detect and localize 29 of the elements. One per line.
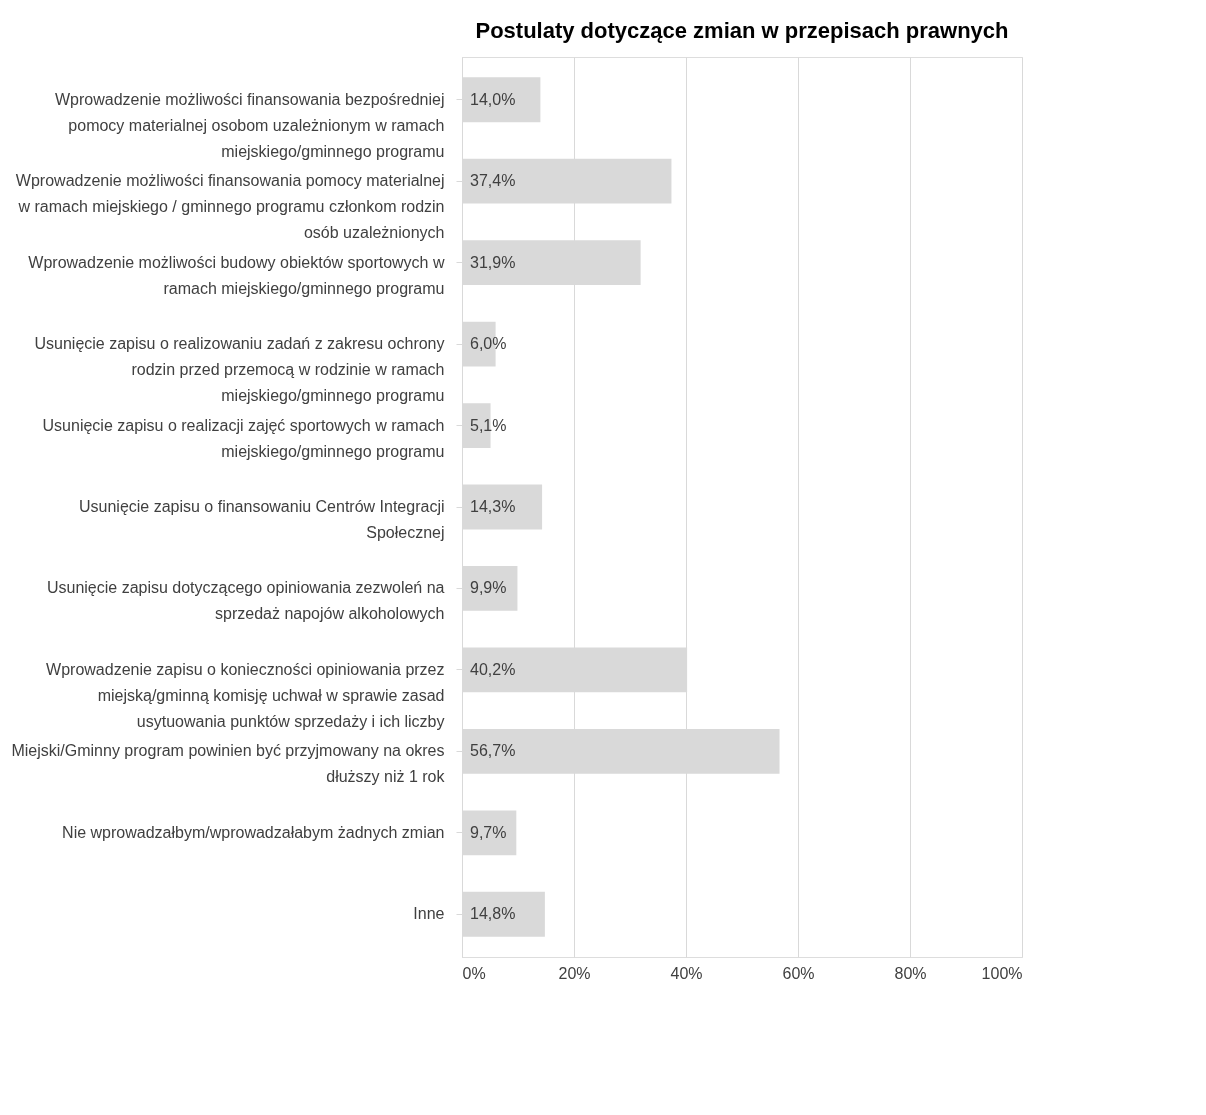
y-tick-label: Inne [413,905,445,923]
data-label: 56,7% [470,742,516,760]
y-tick-label: Usunięcie zapisu o realizowaniu zadań z zakresu ochrony rodzin przed przemocą w rodzinie w ramach miejskiego/gminnego programu [34,335,445,405]
y-tick-label: Usunięcie zapisu dotyczącego opiniowania zezwoleń na sprzedaż napojów alkoholowych [46,579,445,623]
y-tick-label: Nie wprowadzałbym/wprowadzałabym żadnych zmian [62,823,445,841]
data-label: 14,3% [470,498,516,515]
data-label: 40,2% [470,660,516,678]
y-tick-label: Wprowadzenie możliwości budowy obiektów sportowych w ramach miejskiego/gminnego programu [28,253,445,297]
data-label: 14,8% [470,905,516,923]
y-tick-label: Usunięcie zapisu o realizacji zajęć sportowych w ramach miejskiego/gminnego programu [42,416,445,460]
x-tick-label: 20% [558,964,591,982]
data-label: 9,7% [470,823,507,841]
x-tick-label: 60% [782,964,815,982]
y-tick-label: Usunięcie zapisu o finansowaniu Centrów Integracji Społecznej [78,498,445,541]
data-label: 31,9% [470,253,516,271]
y-tick-label: Wprowadzenie zapisu o konieczności opiniowania przez miejską/gminną komisję uchwał w sprawie zasad usytuowania punktów sprzedaży i ich liczby [46,660,445,730]
x-tick-label: 100% [981,964,1023,982]
data-label: 5,1% [470,416,507,434]
y-tick-label: Wprowadzenie możliwości finansowania bezpośredniej pomocy materialnej osobom uzależnionym w ramach miejskiego/gminnego programu [54,90,445,160]
y-tick-label: Miejski/Gminny program powinien być przyjmowany na okres dłuższy niż 1 rok [11,742,446,786]
data-label: 9,9% [470,579,507,597]
chart-title: Postulaty dotyczące zmian w przepisach prawnych [475,18,1009,43]
data-label: 14,0% [470,90,516,108]
y-tick-label: Wprowadzenie możliwości finansowania pomocy materialnej w ramach miejskiego / gminnego programu członkom rodzin osób uzależnionych [15,172,445,242]
data-label: 6,0% [470,335,507,353]
x-tick-label: 40% [670,964,703,982]
data-label: 37,4% [470,172,516,190]
x-tick-label: 0% [462,964,486,982]
x-tick-label: 80% [894,964,927,982]
